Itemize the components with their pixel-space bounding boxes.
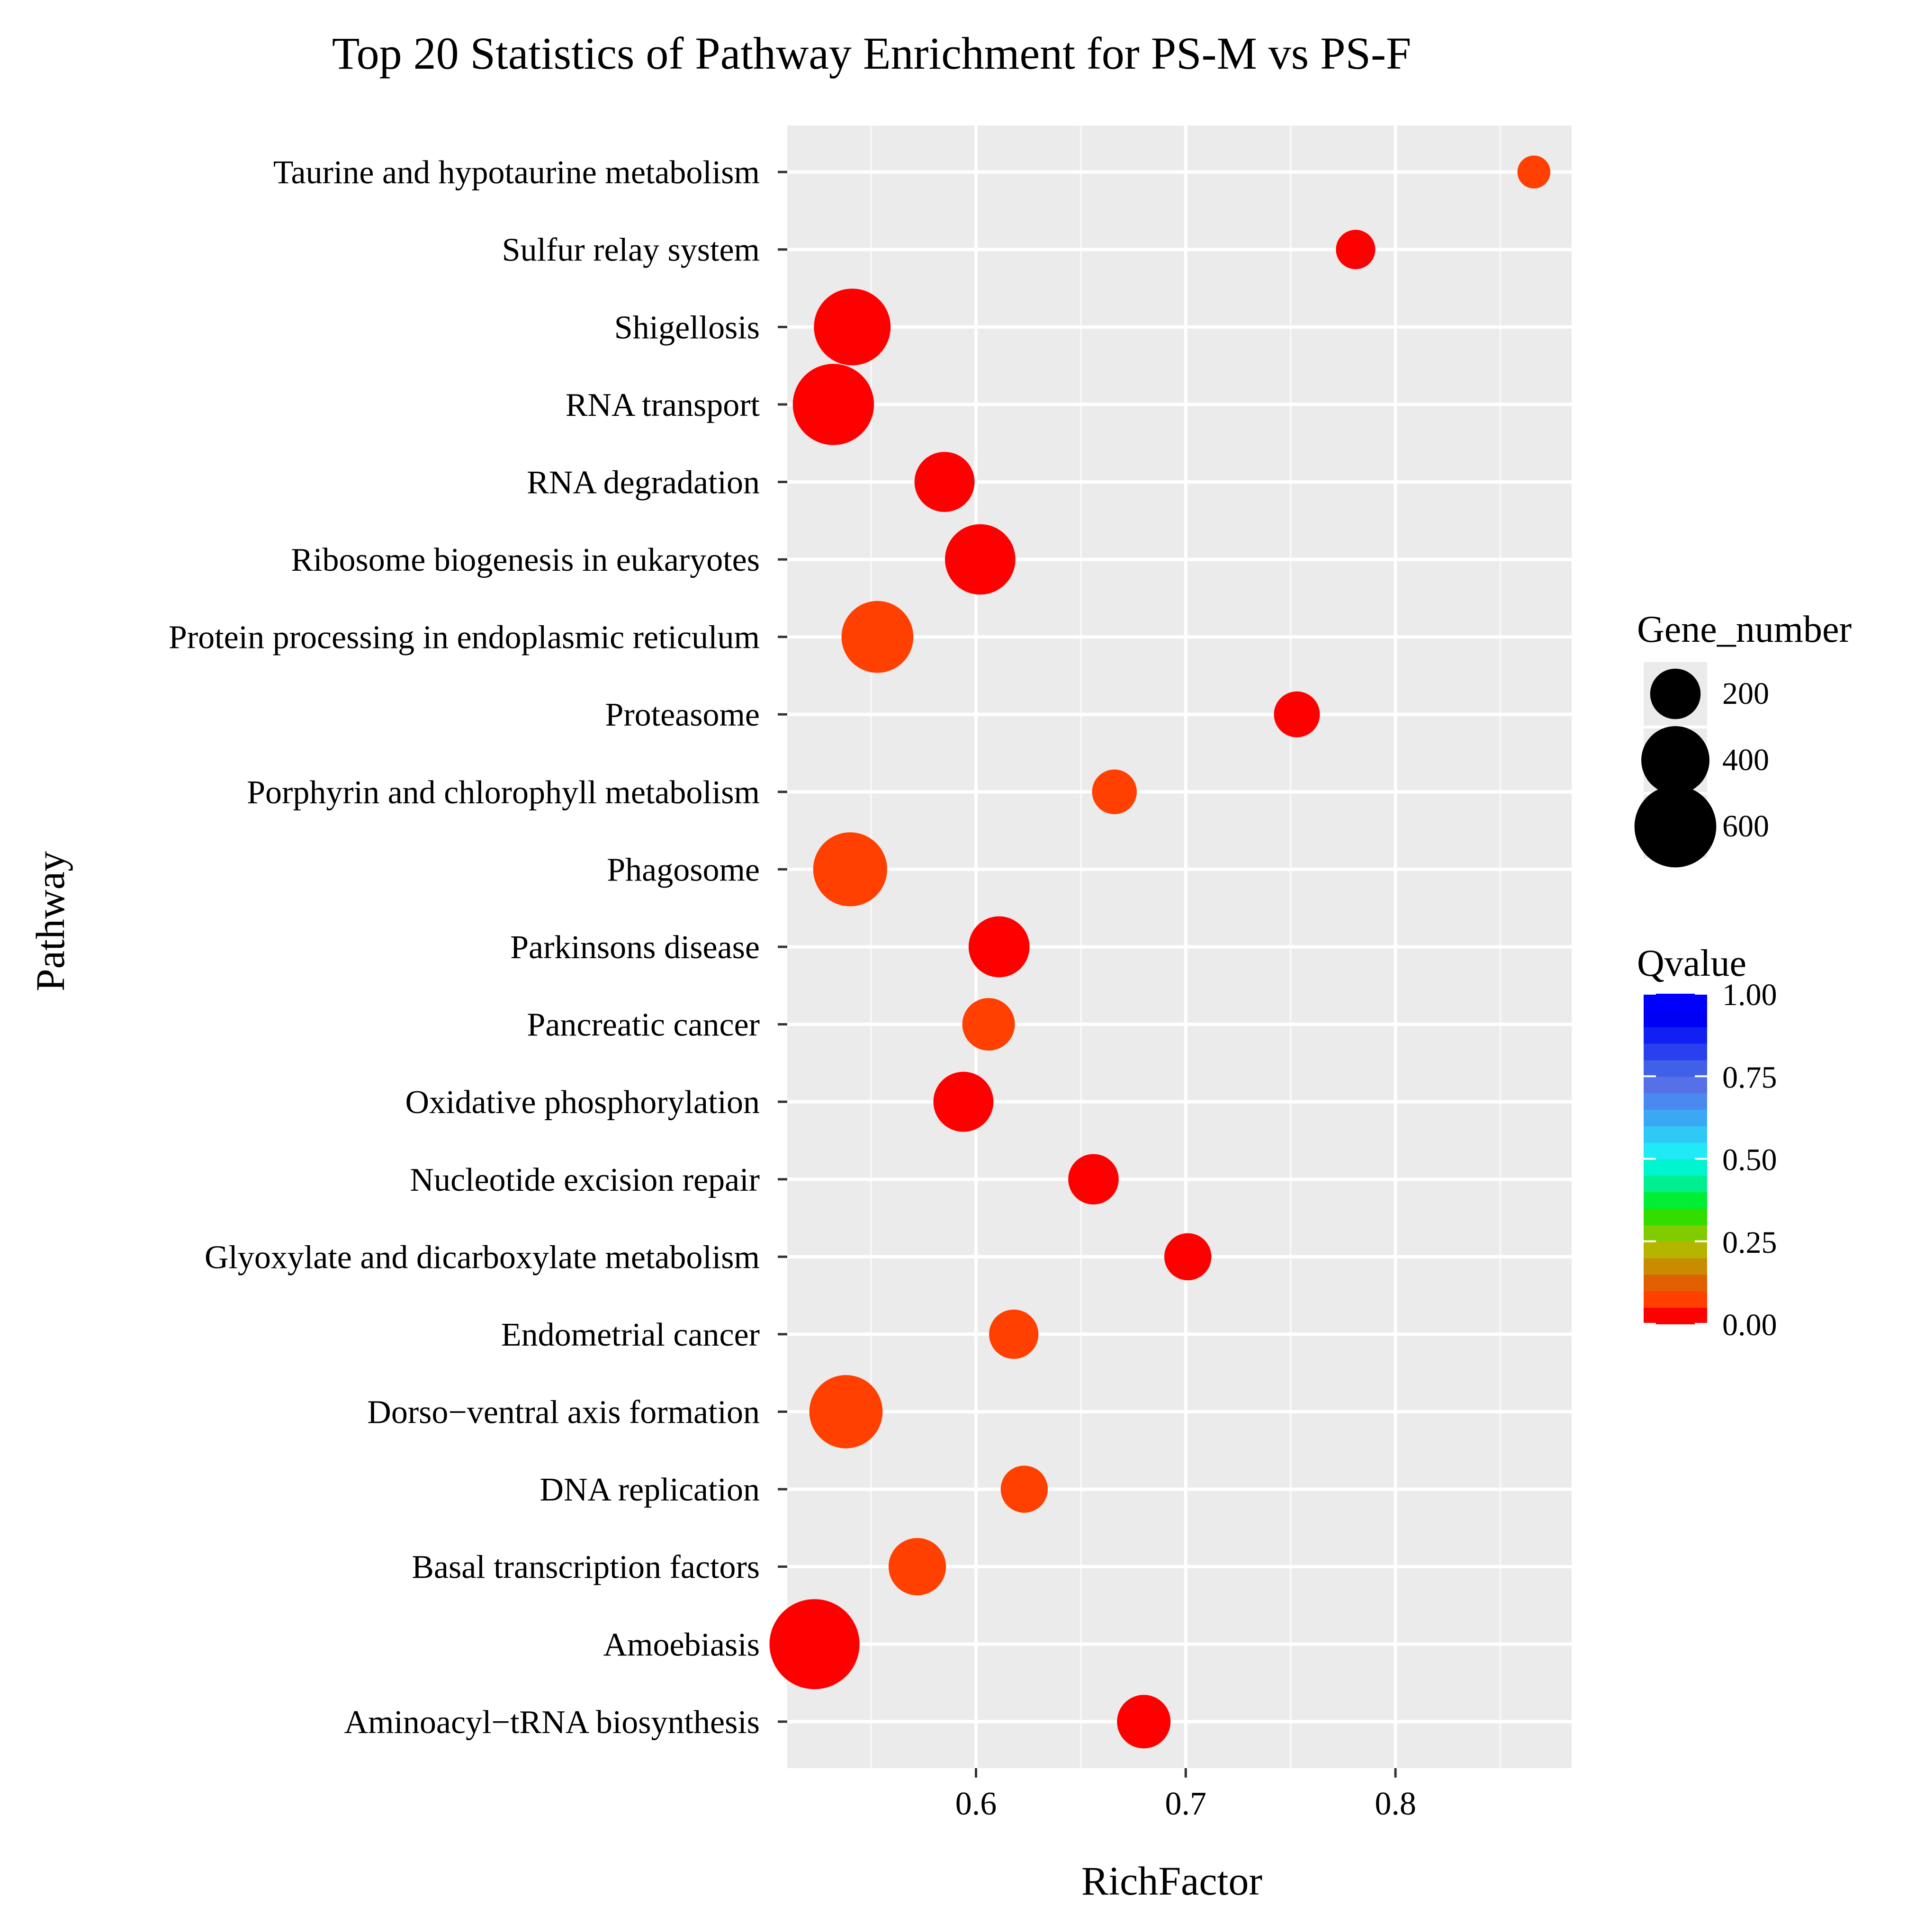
data-point [1117, 1695, 1171, 1749]
data-point [841, 601, 914, 673]
color-legend-label: 0.25 [1722, 1225, 1777, 1260]
color-legend-label: 0.00 [1722, 1308, 1777, 1342]
y-tick-label: Ribosome biogenesis in eukaryotes [291, 542, 760, 578]
size-legend-dot [1634, 785, 1717, 868]
x-tick-label: 0.7 [1165, 1786, 1207, 1822]
color-bar-segment [1644, 1307, 1707, 1324]
size-legend-dot [1650, 668, 1701, 719]
color-legend-label: 0.75 [1722, 1060, 1777, 1095]
data-point [1164, 1233, 1212, 1281]
grid-major [787, 126, 1572, 1768]
data-points [769, 155, 1551, 1749]
y-tick-label: Aminoacyl−tRNA biosynthesis [344, 1704, 760, 1741]
y-tick-label: Phagosome [607, 852, 760, 888]
data-point [1336, 230, 1376, 270]
color-bar-segment [1644, 1175, 1707, 1193]
size-legend-dot [1641, 726, 1709, 794]
data-point [813, 832, 887, 907]
y-tick-label: Nucleotide excision repair [410, 1162, 760, 1198]
color-bar-segment [1644, 1109, 1707, 1126]
data-point [792, 364, 874, 445]
y-tick-label: DNA replication [540, 1472, 760, 1508]
size-legend-label: 400 [1722, 743, 1769, 777]
y-axis: Taurine and hypotaurine metabolism Sulfur… [169, 154, 787, 1741]
data-point [888, 1538, 946, 1596]
color-legend: Qvalue 1.00 0.75 0.50 0.25 0.00 [1637, 943, 1777, 1342]
color-legend-title: Qvalue [1637, 943, 1746, 984]
size-legend-label: 200 [1722, 676, 1769, 711]
y-tick-label: Protein processing in endoplasmic reticu… [169, 620, 760, 656]
color-bar-segment [1644, 1291, 1707, 1308]
data-point [968, 916, 1030, 978]
x-tick-label: 0.8 [1375, 1786, 1416, 1822]
data-point [1000, 1465, 1048, 1513]
size-legend: Gene_number 200 400 600 [1634, 609, 1852, 868]
data-point [814, 288, 891, 366]
data-point [989, 1309, 1039, 1359]
chart-title: Top 20 Statistics of Pathway Enrichment … [332, 28, 1412, 79]
y-tick-label: Amoebiasis [603, 1626, 760, 1663]
data-point [1517, 155, 1551, 189]
color-bar-segment [1644, 1043, 1707, 1060]
color-bar-segment [1644, 1274, 1707, 1292]
data-point [933, 1071, 994, 1132]
color-legend-label: 0.50 [1722, 1143, 1777, 1177]
y-axis-title: Pathway [27, 851, 73, 991]
color-bar-segment [1644, 994, 1707, 1011]
color-bar-segment [1644, 1026, 1707, 1044]
color-legend-label: 1.00 [1722, 978, 1777, 1012]
x-tick-label: 0.6 [955, 1786, 997, 1822]
y-tick-label: Parkinsons disease [510, 929, 760, 966]
color-bar-segment [1644, 1224, 1707, 1242]
data-point [1092, 769, 1137, 815]
data-point [962, 998, 1015, 1051]
color-bar-segment [1644, 1093, 1707, 1110]
size-legend-title: Gene_number [1637, 609, 1852, 650]
y-tick-label: Pancreatic cancer [527, 1007, 760, 1043]
color-bar-segment [1644, 1142, 1707, 1159]
color-bar-segment [1644, 1258, 1707, 1275]
y-tick-label: RNA transport [566, 387, 760, 423]
color-bar-segment [1644, 1076, 1707, 1094]
data-point [769, 1599, 860, 1689]
x-axis-title: RichFactor [1081, 1858, 1262, 1904]
x-axis: 0.6 0.7 0.8 [955, 1768, 1416, 1822]
data-point [1274, 691, 1320, 737]
data-point [809, 1375, 883, 1448]
y-tick-label: Shigellosis [614, 309, 760, 346]
color-bar-segment [1644, 1192, 1707, 1209]
color-bar-segment [1644, 1010, 1707, 1027]
data-point [945, 524, 1016, 595]
color-bar-segment [1644, 1208, 1707, 1225]
data-point [1068, 1154, 1119, 1205]
y-tick-label: Basal transcription factors [412, 1549, 760, 1586]
color-bar-segment [1644, 1125, 1707, 1143]
y-tick-label: Porphyrin and chlorophyll metabolism [247, 774, 760, 811]
y-tick-label: Taurine and hypotaurine metabolism [273, 154, 760, 191]
y-tick-label: Glyoxylate and dicarboxylate metabolism [205, 1239, 760, 1276]
y-tick-label: Endometrial cancer [501, 1317, 760, 1353]
color-bar-segment [1644, 1241, 1707, 1258]
size-legend-label: 600 [1722, 809, 1769, 844]
y-tick-label: Proteasome [605, 697, 760, 733]
y-tick-label: RNA degradation [527, 464, 760, 501]
color-bar-segment [1644, 1060, 1707, 1077]
y-tick-label: Sulfur relay system [502, 232, 760, 269]
y-tick-label: Oxidative phosphorylation [405, 1084, 760, 1121]
data-point [914, 452, 975, 512]
y-tick-label: Dorso−ventral axis formation [367, 1394, 760, 1431]
color-bar-segment [1644, 1159, 1707, 1176]
